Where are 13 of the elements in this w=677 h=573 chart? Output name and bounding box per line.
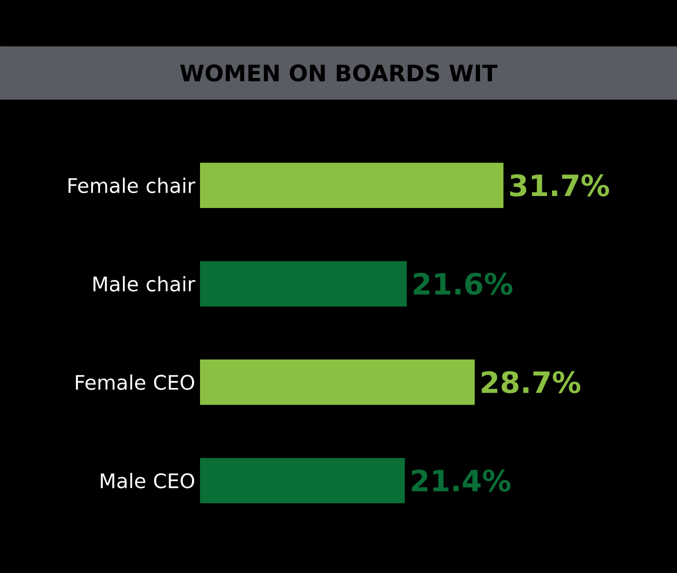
y-tick-label: Female CEO: [76, 374, 194, 390]
data-label: 28.7%: [482, 371, 580, 394]
y-tick-label: Male chair: [94, 276, 196, 292]
bar: [200, 162, 504, 208]
data-label: 21.4%: [412, 470, 510, 492]
data-label: 21.6%: [414, 272, 512, 295]
bar: [200, 458, 405, 504]
chart-title: WOMEN ON BOARDS WIT: [180, 64, 498, 82]
bar: [200, 261, 407, 306]
y-tick-label: Female chair: [68, 178, 196, 194]
data-label: 31.7%: [510, 174, 610, 196]
bar: [200, 360, 475, 405]
y-tick-label: Male CEO: [100, 472, 194, 488]
